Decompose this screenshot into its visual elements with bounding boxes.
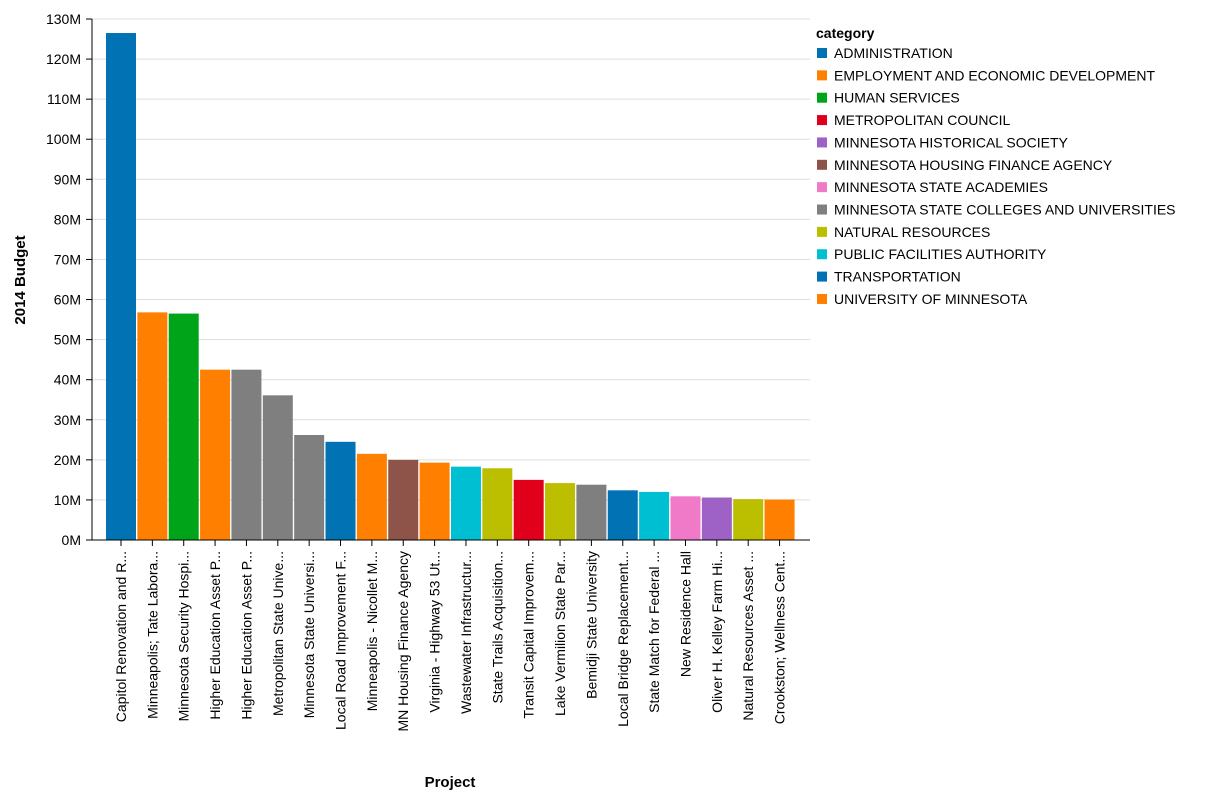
bar — [356, 453, 387, 540]
x-tick-label: New Residence Hall — [677, 551, 693, 677]
bar — [513, 479, 544, 540]
x-tick-label: Transit Capital Improvem... — [521, 551, 537, 719]
x-tick-label: Minnesota State Universi... — [301, 551, 317, 718]
legend: category ADMINISTRATION EMPLOYMENT AND EC… — [816, 25, 1176, 307]
legend-swatch — [817, 159, 827, 170]
legend-label: MINNESOTA STATE COLLEGES AND UNIVERSITIE… — [834, 202, 1176, 218]
x-tick-label: Minneapolis - Nicollet M... — [364, 551, 380, 711]
bar — [545, 483, 576, 540]
y-tick-label: 80M — [54, 211, 81, 227]
legend-swatch — [817, 137, 827, 148]
bar — [733, 499, 764, 540]
legend-items: ADMINISTRATION EMPLOYMENT AND ECONOMIC DE… — [817, 45, 1176, 307]
bars — [106, 33, 795, 541]
y-tick-label: 110M — [47, 91, 81, 107]
axes: 0M 10M 20M 30M 40M 50M 60M 70M 80M 90M 100M 110M 120… — [46, 11, 810, 548]
y-tick-label: 60M — [54, 292, 81, 308]
legend-label: HUMAN SERVICES — [834, 90, 960, 106]
bar — [764, 499, 795, 540]
legend-label: NATURAL RESOURCES — [834, 224, 990, 240]
bar — [450, 466, 481, 540]
bar — [168, 313, 199, 540]
bar — [607, 490, 638, 540]
bar — [482, 468, 513, 540]
legend-swatch — [817, 115, 827, 126]
bar — [701, 497, 732, 540]
x-tick-label: Higher Education Asset P... — [238, 551, 254, 720]
x-tick-label: Capitol Renovation and R... — [113, 551, 129, 722]
x-tick-label: Lake Vermilion State Par... — [552, 551, 568, 716]
bar — [200, 369, 231, 540]
x-tick-label: State Match for Federal ... — [646, 551, 662, 713]
legend-swatch — [817, 92, 827, 103]
x-axis-title: Project — [425, 774, 476, 791]
legend-swatch — [817, 226, 827, 237]
y-tick-label: 100M — [46, 131, 81, 147]
y-tick-label: 90M — [54, 171, 81, 187]
y-tick-label: 70M — [54, 251, 81, 267]
x-tick-label: Metropolitan State Unive... — [270, 551, 286, 716]
legend-swatch — [817, 271, 827, 282]
bar — [639, 491, 670, 540]
bar — [388, 459, 419, 540]
legend-label: MINNESOTA HISTORICAL SOCIETY — [834, 134, 1069, 150]
legend-label: ADMINISTRATION — [834, 45, 953, 61]
bar — [670, 496, 701, 540]
x-tick-label: Minnesota Security Hospi... — [176, 551, 192, 721]
y-axis-title: 2014 Budget — [12, 235, 29, 324]
y-tick-label: 130M — [46, 11, 81, 27]
y-tick-label: 120M — [46, 51, 81, 67]
x-tick-label: Virginia - Highway 53 Ut... — [427, 551, 443, 713]
bar — [262, 395, 293, 540]
legend-swatch — [817, 293, 827, 304]
legend-label: METROPOLITAN COUNCIL — [834, 112, 1011, 128]
legend-label: EMPLOYMENT AND ECONOMIC DEVELOPMENT — [834, 67, 1155, 83]
bar — [419, 462, 450, 540]
x-tick-label: Bemidji State University — [583, 551, 599, 699]
x-tick-label: Minneapolis; Tate Labora... — [144, 551, 160, 719]
x-tick-label: Oliver H. Kelley Farm Hi... — [709, 551, 725, 713]
x-tick-label: Local Road Improvement F... — [333, 551, 349, 730]
y-tick-label: 40M — [54, 372, 81, 388]
bar — [294, 434, 325, 540]
y-tick-label: 10M — [54, 492, 81, 508]
x-tick-label: State Trails Acquisition... — [489, 551, 505, 704]
y-tick-label: 20M — [54, 452, 81, 468]
y-tick-label: 0M — [62, 532, 81, 548]
legend-label: MINNESOTA STATE ACADEMIES — [834, 179, 1048, 195]
x-tick-label: Higher Education Asset P... — [207, 551, 223, 720]
bar — [325, 441, 356, 540]
legend-label: TRANSPORTATION — [834, 269, 961, 285]
legend-label: PUBLIC FACILITIES AUTHORITY — [834, 246, 1047, 262]
y-tick-label: 50M — [54, 332, 81, 348]
x-tick-label: Local Bridge Replacement... — [615, 551, 631, 727]
legend-swatch — [817, 70, 827, 81]
bar — [137, 312, 168, 540]
x-tick-label: Crookston; Wellness Cent... — [772, 551, 788, 724]
legend-swatch — [817, 204, 827, 215]
legend-label: UNIVERSITY OF MINNESOTA — [834, 291, 1028, 307]
x-tick-label: Wastewater Infrastructur... — [458, 551, 474, 714]
legend-label: MINNESOTA HOUSING FINANCE AGENCY — [834, 157, 1113, 173]
legend-swatch — [817, 48, 827, 58]
legend-swatch — [817, 182, 827, 193]
bar — [106, 33, 136, 541]
legend-title: category — [816, 25, 875, 41]
legend-swatch — [817, 249, 827, 260]
bar — [231, 369, 262, 540]
x-tick-labels: Capitol Renovation and R... Minneapolis; … — [113, 551, 788, 732]
bar — [576, 484, 607, 540]
grid-lines — [92, 18, 810, 501]
y-tick-label: 30M — [54, 412, 81, 428]
x-tick-label: Natural Resources Asset ... — [740, 551, 756, 721]
x-tick-label: MN Housing Finance Agency — [395, 551, 411, 732]
